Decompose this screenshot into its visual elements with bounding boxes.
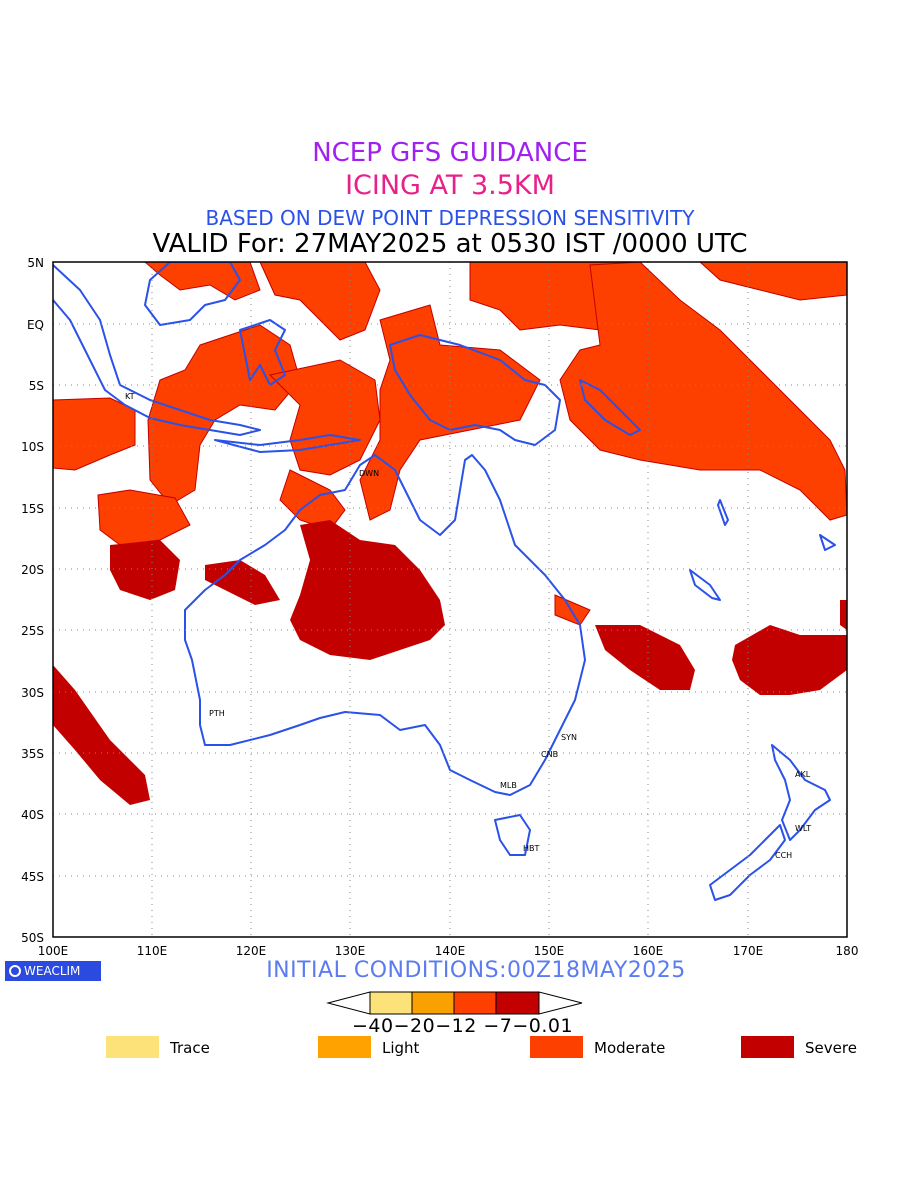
colorbar-cell [453,991,497,1015]
lon-label: 170E [733,944,764,958]
lon-label: 140E [435,944,466,958]
lat-label: 15S [21,502,44,516]
lat-label: 20S [21,563,44,577]
lat-label: 40S [21,808,44,822]
legend-label: Severe [805,1039,857,1057]
lon-label: 110E [137,944,168,958]
lat-label: EQ [27,318,44,332]
legend-swatch [530,1036,583,1058]
city-labels: KT DWN PTH SYN CNB MLB HBT AKL WLT CCH [125,392,811,860]
colorbar-high-arrow [538,991,583,1015]
city-label: WLT [795,824,811,833]
lat-label: 5N [27,256,44,270]
title-line-2: ICING AT 3.5KM [345,170,555,201]
legend-label: Moderate [594,1039,666,1057]
lat-label: 10S [21,440,44,454]
copyright-icon [9,965,21,977]
weaclim-logo: WEACLIM [5,961,101,981]
lon-label: 120E [236,944,267,958]
colorbar-cell [495,991,540,1015]
city-label: DWN [359,469,379,478]
city-label: KT [125,392,135,401]
colorbar-cell [369,991,413,1015]
legend-swatch [106,1036,159,1058]
colorbar-cell [411,991,455,1015]
colorbar-ticks: −40−20−12 −7−0.01 [352,1015,574,1037]
city-label: CNB [541,750,558,759]
lon-label: 180 [836,944,859,958]
city-label: PTH [209,709,225,718]
city-label: HBT [523,844,540,853]
lat-label: 45S [21,870,44,884]
lat-labels: 5N EQ 5S 10S 15S 20S 25S 30S 35S 40S 45S… [21,256,44,945]
lat-label: 50S [21,931,44,945]
colorbar [326,991,583,1015]
legend-swatch [741,1036,794,1058]
legend-swatch [318,1036,371,1058]
city-label: SYN [561,733,577,742]
city-label: AKL [795,770,811,779]
logo-text: WEACLIM [24,964,81,978]
title-line-1: NCEP GFS GUIDANCE [312,138,588,168]
lat-label: 35S [21,747,44,761]
lon-label: 100E [38,944,69,958]
legend-label: Trace [170,1039,210,1057]
lon-label: 150E [534,944,565,958]
lon-label: 130E [335,944,366,958]
initial-conditions: INITIAL CONDITIONS:00Z18MAY2025 [266,958,686,983]
graticule [53,262,847,937]
valid-time: VALID For: 27MAY2025 at 0530 IST /0000 U… [152,229,748,259]
lat-label: 25S [21,624,44,638]
coastlines [53,262,836,901]
city-label: CCH [775,851,792,860]
title-line-3: BASED ON DEW POINT DEPRESSION SENSITIVIT… [205,206,695,230]
lat-label: 5S [29,379,44,393]
lon-labels: 100E 110E 120E 130E 140E 150E 160E 170E … [38,944,859,958]
city-label: MLB [500,781,517,790]
colorbar-low-arrow [326,991,371,1015]
severe-icing-areas [53,520,847,805]
lat-label: 30S [21,686,44,700]
map-frame [52,261,848,938]
lon-label: 160E [633,944,664,958]
legend-label: Light [382,1039,420,1057]
